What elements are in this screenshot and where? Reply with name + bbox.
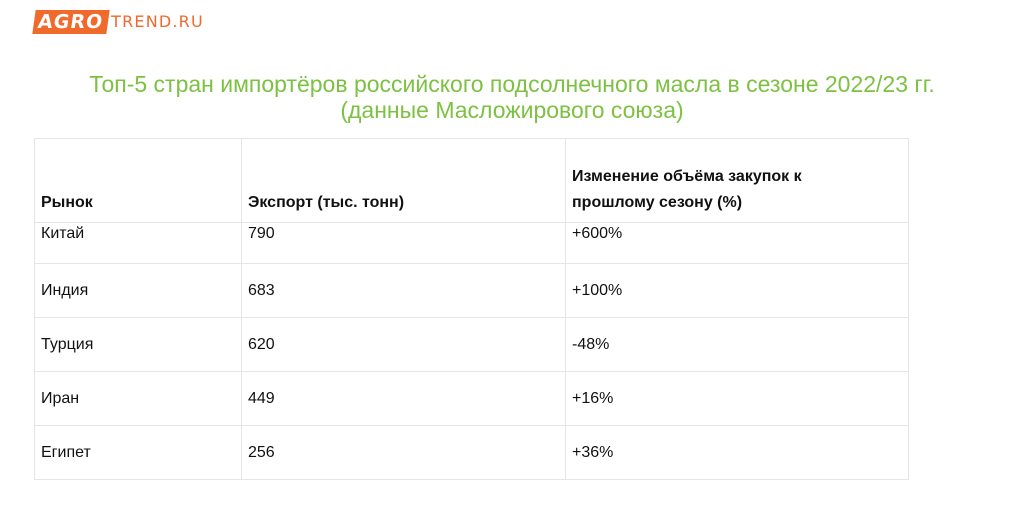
table-row: Египет 256 +36% — [34, 425, 909, 480]
cell-market: Иран — [34, 371, 242, 426]
header-change: Изменение объёма закупок к прошлому сезо… — [565, 138, 909, 223]
cell-export: 683 — [241, 263, 566, 318]
table-row: Индия 683 +100% — [34, 263, 909, 318]
header-export: Экспорт (тыс. тонн) — [241, 138, 566, 223]
cell-change: -48% — [565, 317, 909, 372]
cell-export: 620 — [241, 317, 566, 372]
cell-market: Египет — [34, 425, 242, 480]
cell-change: +36% — [565, 425, 909, 480]
table-row: Китай 790 +600% — [34, 222, 909, 264]
cell-market: Китай — [34, 222, 242, 264]
header-change-line-2: прошлому сезону (%) — [572, 194, 743, 211]
cell-market: Индия — [34, 263, 242, 318]
cell-change: +16% — [565, 371, 909, 426]
page-title: Топ-5 стран импортёров российского подсо… — [0, 71, 1024, 123]
title-line-2: (данные Масложирового союза) — [340, 97, 684, 123]
cell-export: 790 — [241, 222, 566, 264]
cell-change: +600% — [565, 222, 909, 264]
cell-market: Турция — [34, 317, 242, 372]
header-market: Рынок — [34, 138, 242, 223]
cell-export: 449 — [241, 371, 566, 426]
table-row: Турция 620 -48% — [34, 317, 909, 372]
table-row: Иран 449 +16% — [34, 371, 909, 426]
agrotrend-logo[interactable]: AGRO TREND.RU — [32, 10, 204, 34]
cell-change: +100% — [565, 263, 909, 318]
title-line-1: Топ-5 стран импортёров российского подсо… — [89, 71, 935, 97]
table-header-row: Рынок Экспорт (тыс. тонн) Изменение объё… — [34, 138, 909, 223]
logo-domain: TREND.RU — [111, 12, 204, 31]
logo-box: AGRO — [32, 10, 110, 34]
cell-export: 256 — [241, 425, 566, 480]
importers-table: Рынок Экспорт (тыс. тонн) Изменение объё… — [34, 138, 909, 480]
header-change-line-1: Изменение объёма закупок к — [572, 168, 802, 185]
